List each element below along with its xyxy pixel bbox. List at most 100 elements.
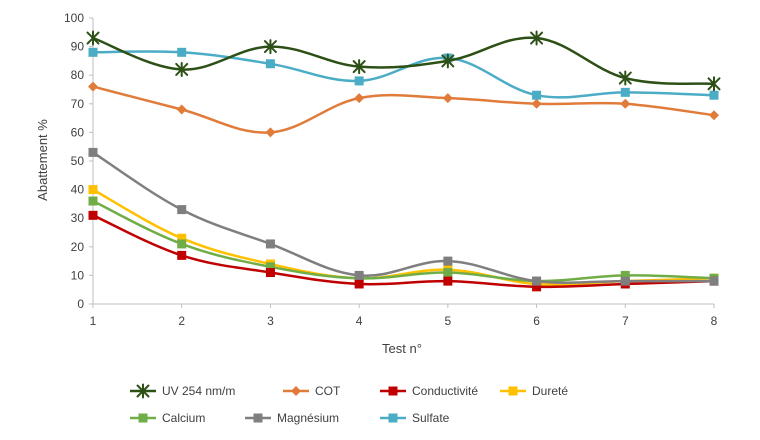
data-point bbox=[532, 90, 542, 100]
data-point bbox=[354, 270, 364, 280]
data-point bbox=[88, 147, 98, 157]
data-point bbox=[177, 250, 187, 260]
y-tick-label: 80 bbox=[71, 68, 85, 82]
data-point bbox=[265, 268, 275, 278]
data-point bbox=[263, 39, 277, 55]
legend: UV 254 nm/m COT Conductivité Dureté Calcium M… bbox=[130, 383, 568, 425]
data-point bbox=[441, 53, 455, 69]
data-point bbox=[532, 282, 542, 292]
legend-label: COT bbox=[315, 384, 341, 398]
series-conductivite bbox=[88, 210, 719, 292]
legend-item: Calcium bbox=[130, 411, 205, 425]
series-line bbox=[92, 199, 715, 283]
legend-label: Dureté bbox=[532, 384, 568, 398]
data-point bbox=[443, 268, 453, 278]
legend-item: Sulfate bbox=[380, 411, 450, 425]
data-point bbox=[443, 276, 453, 286]
data-point bbox=[354, 93, 365, 104]
data-point bbox=[88, 47, 98, 57]
data-point bbox=[354, 76, 364, 86]
x-tick-label: 7 bbox=[622, 314, 629, 328]
y-tick-label: 60 bbox=[71, 125, 85, 139]
x-axis-title: Test n° bbox=[382, 341, 422, 356]
y-tick-label: 40 bbox=[71, 183, 85, 197]
x-tick-label: 6 bbox=[533, 314, 540, 328]
x-tick-label: 4 bbox=[356, 314, 363, 328]
legend-label: Conductivité bbox=[412, 384, 478, 398]
data-point bbox=[531, 98, 542, 109]
y-tick-label: 50 bbox=[71, 154, 85, 168]
x-tick-label: 3 bbox=[267, 314, 274, 328]
legend-label: Calcium bbox=[162, 411, 205, 425]
y-tick-label: 90 bbox=[71, 40, 85, 54]
legend-marker bbox=[138, 413, 148, 423]
y-tick-label: 70 bbox=[71, 97, 85, 111]
legend-item: UV 254 nm/m bbox=[130, 383, 235, 399]
data-point bbox=[443, 256, 453, 266]
data-point bbox=[177, 239, 187, 249]
y-tick-label: 10 bbox=[71, 268, 85, 282]
data-point bbox=[709, 276, 719, 286]
legend-marker bbox=[291, 386, 301, 396]
data-point bbox=[177, 205, 187, 215]
series-line bbox=[92, 214, 715, 289]
data-point bbox=[265, 239, 275, 249]
legend-marker bbox=[136, 383, 150, 399]
x-tick-label: 5 bbox=[445, 314, 452, 328]
series-line bbox=[92, 151, 714, 284]
legend-item: Conductivité bbox=[380, 384, 478, 398]
legend-label: Sulfate bbox=[412, 411, 450, 425]
chart-axes bbox=[92, 18, 714, 305]
series-magnesium bbox=[88, 147, 719, 286]
legend-item: COT bbox=[283, 384, 341, 398]
legend-label: Magnésium bbox=[277, 411, 339, 425]
y-tick-label: 20 bbox=[71, 240, 85, 254]
y-axis-ticks: 0 10 20 30 40 50 60 70 80 90 100 bbox=[64, 11, 93, 311]
data-point bbox=[620, 270, 630, 280]
series-line bbox=[92, 36, 715, 86]
legend-marker bbox=[508, 386, 518, 396]
data-point bbox=[88, 210, 98, 220]
data-point bbox=[620, 87, 630, 97]
data-point bbox=[620, 98, 631, 109]
data-point bbox=[265, 59, 275, 69]
legend-marker bbox=[253, 413, 263, 423]
y-axis-title: Abattement % bbox=[35, 119, 50, 201]
data-point bbox=[175, 61, 189, 77]
data-point bbox=[88, 185, 98, 195]
x-axis-ticks: 1 2 3 4 5 6 7 8 bbox=[90, 304, 718, 328]
data-point bbox=[352, 59, 366, 75]
legend-marker bbox=[388, 413, 398, 423]
data-point bbox=[177, 47, 187, 57]
series-uv-254-nm-m bbox=[86, 30, 721, 92]
x-tick-label: 8 bbox=[711, 314, 718, 328]
legend-item: Dureté bbox=[500, 384, 568, 398]
data-point bbox=[530, 30, 544, 46]
data-point bbox=[86, 30, 100, 46]
data-point bbox=[707, 76, 721, 92]
y-tick-label: 0 bbox=[77, 297, 84, 311]
legend-item: Magnésium bbox=[245, 411, 339, 425]
data-point bbox=[442, 93, 453, 104]
y-tick-label: 30 bbox=[71, 211, 85, 225]
data-point bbox=[709, 110, 719, 121]
data-point bbox=[354, 279, 364, 289]
data-point bbox=[176, 104, 187, 115]
x-tick-label: 2 bbox=[178, 314, 185, 328]
y-tick-label: 100 bbox=[64, 11, 84, 25]
data-point bbox=[620, 276, 630, 286]
series-sulfate bbox=[88, 47, 719, 100]
data-point bbox=[265, 127, 276, 138]
data-point bbox=[88, 81, 98, 92]
data-point bbox=[265, 262, 275, 272]
data-point bbox=[709, 90, 719, 100]
data-point bbox=[532, 276, 542, 286]
series-cot bbox=[88, 81, 719, 138]
data-point bbox=[618, 70, 632, 86]
series-line bbox=[92, 85, 715, 134]
data-point bbox=[88, 196, 98, 206]
legend-label: UV 254 nm/m bbox=[162, 384, 235, 398]
data-point bbox=[177, 233, 187, 243]
x-tick-label: 1 bbox=[90, 314, 97, 328]
